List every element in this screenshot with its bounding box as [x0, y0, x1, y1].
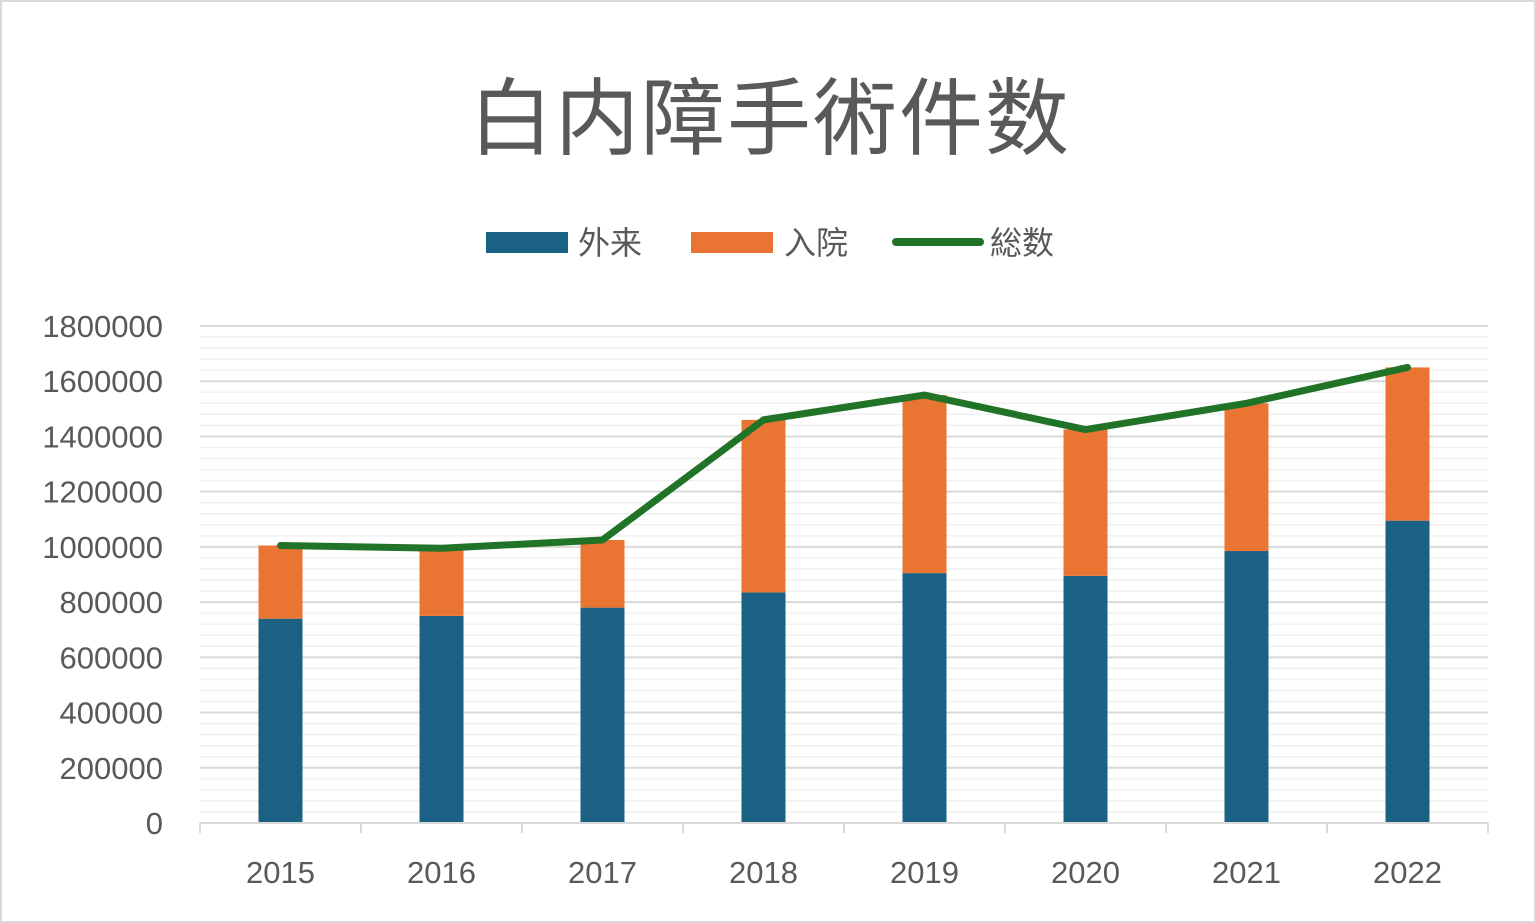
x-tick-label: 2020 — [1051, 855, 1120, 890]
y-tick-label: 1400000 — [42, 419, 163, 454]
y-tick-label: 1600000 — [42, 364, 163, 399]
x-tick-label: 2018 — [729, 855, 798, 890]
x-tick-label: 2015 — [246, 855, 315, 890]
bar-segment-inpatient — [741, 419, 786, 593]
legend-inpatient-swatch — [691, 232, 773, 253]
y-tick-label: 800000 — [60, 585, 163, 620]
y-tick-label: 1200000 — [42, 475, 163, 510]
bar-segment-outpatient — [1224, 551, 1269, 823]
y-tick-label: 1800000 — [42, 309, 163, 344]
total-line — [277, 363, 1411, 552]
x-tick-label: 2021 — [1212, 855, 1281, 890]
bar-segment-inpatient — [1063, 429, 1108, 576]
bar-segment-outpatient — [580, 607, 625, 823]
bar-segment-outpatient — [1385, 520, 1430, 823]
bar-segment-inpatient — [258, 545, 303, 619]
bar-segment-outpatient — [258, 618, 303, 823]
y-tick-label: 400000 — [60, 696, 163, 731]
bar-segment-outpatient — [902, 573, 947, 823]
y-tick-label: 600000 — [60, 640, 163, 675]
legend-outpatient-swatch — [486, 232, 568, 253]
bar-segment-outpatient — [1063, 575, 1108, 823]
bar-segment-inpatient — [580, 539, 625, 608]
bar-segment-inpatient — [902, 395, 947, 574]
legend-total-label: 総数 — [990, 224, 1054, 262]
y-tick-label: 200000 — [60, 751, 163, 786]
legend-inpatient-label: 入院 — [784, 224, 848, 262]
y-tick-label: 0 — [146, 806, 163, 841]
legend-outpatient-label: 外来 — [578, 224, 642, 262]
x-tick-label: 2017 — [568, 855, 637, 890]
bar-segment-inpatient — [1385, 367, 1430, 521]
bar-segment-outpatient — [419, 615, 464, 823]
bar-segment-inpatient — [419, 548, 464, 616]
bar-segment-outpatient — [741, 592, 786, 823]
x-tick-label: 2019 — [890, 855, 959, 890]
chart-title: 白内障手術件数 — [468, 70, 1071, 168]
bar-segment-inpatient — [1224, 403, 1269, 552]
x-tick-label: 2022 — [1373, 855, 1442, 890]
x-tick-label: 2016 — [407, 855, 476, 890]
y-tick-label: 1000000 — [42, 530, 163, 565]
